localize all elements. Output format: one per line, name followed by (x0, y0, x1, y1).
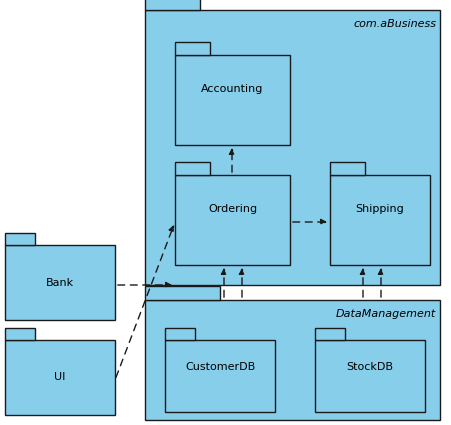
Bar (145, 286, 220, 300)
Bar (5, 328, 35, 340)
Bar (145, 300, 440, 420)
Bar (330, 162, 365, 175)
Bar (165, 340, 275, 412)
Text: StockDB: StockDB (346, 363, 394, 372)
Bar (5, 245, 115, 320)
Text: UI: UI (54, 372, 66, 382)
Bar (5, 233, 35, 245)
Text: Bank: Bank (46, 278, 74, 287)
Bar (315, 340, 425, 412)
Text: Accounting: Accounting (201, 84, 264, 94)
Bar (330, 175, 430, 265)
Bar (5, 340, 115, 415)
Bar (175, 42, 210, 55)
Bar (165, 328, 195, 340)
Text: com.aBusiness: com.aBusiness (353, 19, 436, 29)
Text: CustomerDB: CustomerDB (185, 363, 255, 372)
Bar (145, 0, 200, 10)
Bar (145, 10, 440, 285)
Text: Shipping: Shipping (356, 204, 405, 214)
Bar (175, 162, 210, 175)
Bar (315, 328, 345, 340)
Text: Ordering: Ordering (208, 204, 257, 214)
Text: DataManagement: DataManagement (336, 309, 436, 319)
Bar (175, 55, 290, 145)
Bar (175, 175, 290, 265)
